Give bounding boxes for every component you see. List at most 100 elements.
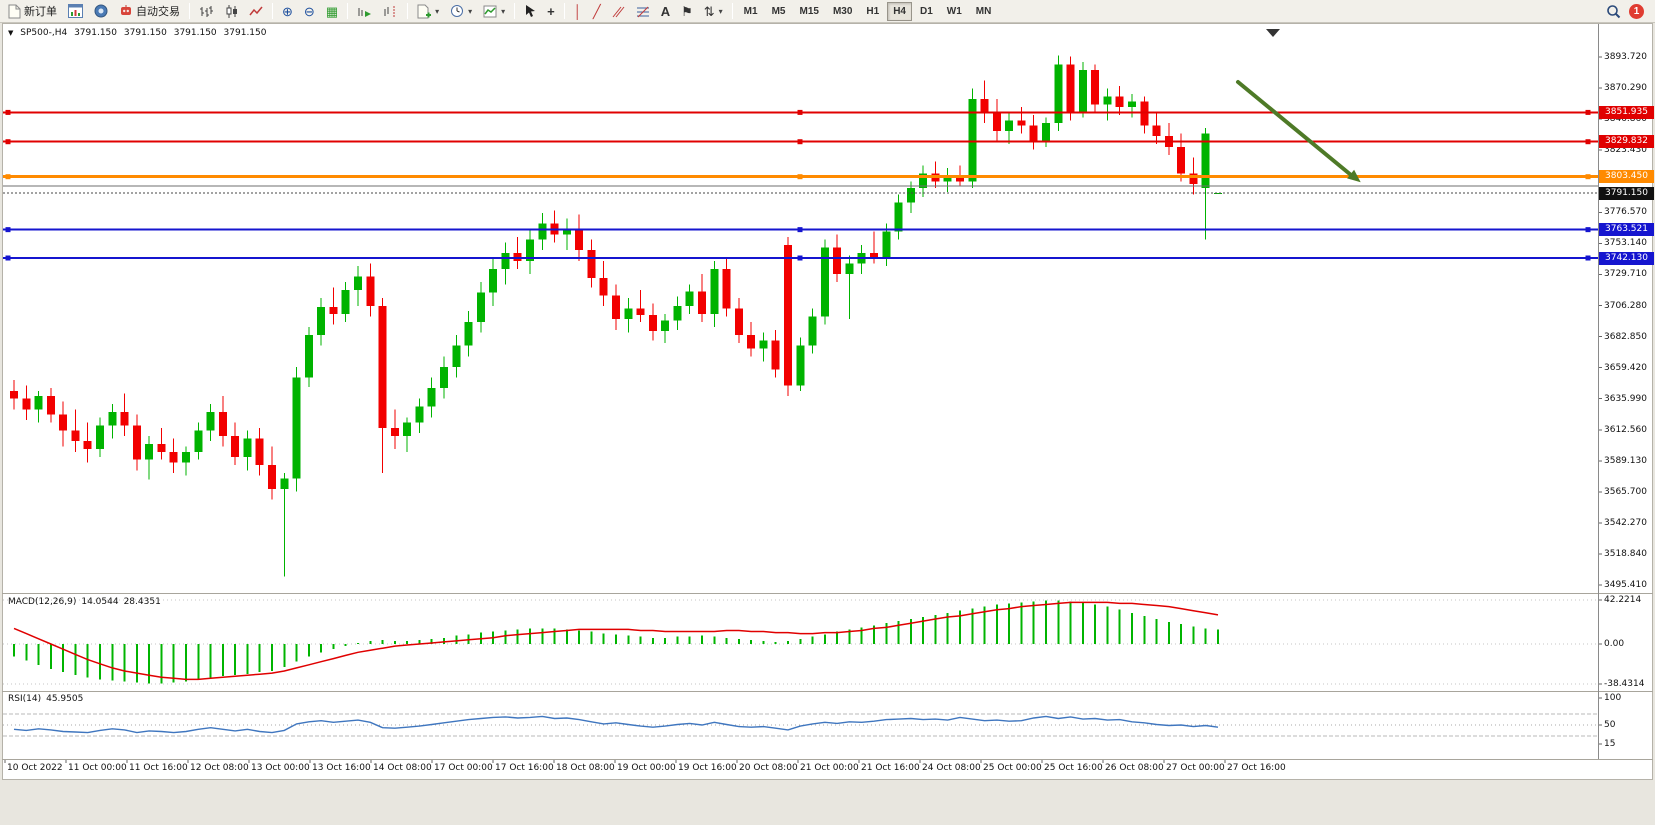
timeframe-D1-button[interactable]: D1 [914, 2, 939, 21]
time-axis-label: 26 Oct 08:00 [1105, 763, 1164, 773]
hline-price-tag: 3829.832 [1599, 135, 1654, 149]
fibonacci-button[interactable] [631, 1, 655, 22]
timeframe-M5-button[interactable]: M5 [766, 2, 792, 21]
search-icon [1607, 4, 1621, 18]
time-axis-label: 13 Oct 16:00 [312, 763, 371, 773]
timeframe-H4-button[interactable]: H4 [887, 2, 912, 21]
cursor-button[interactable] [519, 1, 541, 22]
price-axis-label: 3612.560 [1604, 424, 1647, 435]
timeframe-M1-button[interactable]: M1 [738, 2, 764, 21]
toolbar-separator [514, 3, 516, 19]
label-tool-icon: ⚑ [681, 3, 693, 19]
new-order-icon [8, 4, 21, 18]
time-axis-border [2, 759, 1653, 760]
macd-main-value: 14.0544 [81, 597, 119, 607]
dropdown-caret-icon: ▾ [501, 6, 506, 16]
crosshair-button[interactable]: + [542, 1, 560, 22]
rsi-value: 45.9505 [46, 694, 84, 704]
time-axis-label: 17 Oct 16:00 [495, 763, 554, 773]
auto-scroll-button[interactable] [352, 1, 377, 22]
macd-title: MACD(12,26,9) [8, 597, 77, 607]
new-chart-button[interactable]: ▾ [412, 1, 444, 22]
clock-icon [451, 5, 464, 17]
label-tool-button[interactable]: ⚑ [676, 1, 698, 22]
price-scale-divider[interactable] [1598, 24, 1599, 759]
macd-axis-label: 42.2214 [1604, 595, 1642, 606]
periods-dropdown-button[interactable]: ▾ [445, 1, 477, 22]
trendline-button[interactable]: ╱ [588, 1, 606, 22]
price-axis-label: 3776.570 [1604, 207, 1647, 218]
time-axis-label: 13 Oct 00:00 [251, 763, 310, 773]
price-axis-label: 3682.850 [1604, 331, 1647, 342]
search-button[interactable] [1601, 1, 1626, 22]
chart-area[interactable] [2, 23, 1653, 780]
timeframe-H1-button[interactable]: H1 [860, 2, 885, 21]
text-tool-button[interactable]: A [656, 1, 675, 22]
macd-axis-label: -38.4314 [1604, 678, 1645, 689]
fibonacci-icon [636, 6, 649, 17]
ohlc-high: 3791.150 [123, 28, 167, 38]
rsi-header: RSI(14) 45.9505 [8, 694, 88, 704]
time-axis-label: 10 Oct 2022 [7, 763, 63, 773]
chart-objects-toggle-icon[interactable]: ▼ [8, 29, 14, 37]
indicators-icon [483, 5, 497, 17]
new-order-button[interactable]: 新订单 [3, 1, 62, 22]
algo-trading-label: 自动交易 [136, 6, 180, 18]
zoom-in-button[interactable]: ⊕ [277, 1, 298, 22]
algo-trading-button[interactable]: 自动交易 [114, 1, 185, 22]
chart-shift-button[interactable] [378, 1, 403, 22]
vertical-line-icon: │ [573, 3, 582, 19]
price-axis-label: 3893.720 [1604, 52, 1647, 62]
auto-scroll-icon [358, 7, 372, 17]
timeframe-M15-button[interactable]: M15 [793, 2, 824, 21]
cursor-icon [526, 5, 536, 17]
chart-window-icon [68, 4, 83, 18]
ohlc-close: 3791.150 [223, 28, 267, 38]
timeframe-M30-button[interactable]: M30 [827, 2, 858, 21]
candlestick-mode-button[interactable] [220, 1, 243, 22]
open-chart-window-button[interactable] [63, 1, 88, 22]
zoom-out-button[interactable]: ⊖ [299, 1, 320, 22]
toolbar-separator [407, 3, 409, 19]
time-axis-label: 24 Oct 08:00 [922, 763, 981, 773]
price-axis-label: 3518.840 [1604, 549, 1647, 560]
price-axis-label: 3495.410 [1604, 580, 1647, 591]
indicators-button[interactable]: ▾ [478, 1, 510, 22]
hline-price-tag: 3763.521 [1599, 223, 1654, 237]
channel-icon [612, 6, 625, 17]
notifications-badge[interactable]: 1 [1629, 3, 1644, 19]
dropdown-caret-icon: ▾ [718, 6, 723, 16]
line-chart-mode-button[interactable] [244, 1, 268, 22]
time-axis-label: 25 Oct 00:00 [983, 763, 1042, 773]
price-axis-label: 3870.290 [1604, 83, 1647, 94]
hline-price-tag: 3803.450 [1599, 170, 1654, 184]
panel-splitter[interactable] [2, 593, 1653, 594]
timeframe-MN-button[interactable]: MN [970, 2, 998, 21]
symbol-label: SP500-,H4 [20, 28, 68, 38]
shapes-button[interactable]: ⇅ ▾ [699, 1, 728, 22]
shapes-icon: ⇅ [703, 3, 715, 19]
bar-chart-mode-button[interactable] [194, 1, 219, 22]
macd-axis-label: 0.00 [1604, 639, 1625, 649]
price-axis-label: 3635.990 [1604, 393, 1647, 404]
current-price-tag: 3791.150 [1599, 186, 1654, 200]
tile-windows-button[interactable]: ▦ [321, 1, 343, 22]
hline-price-tag: 3851.935 [1599, 105, 1654, 119]
macd-header: MACD(12,26,9) 14.0544 28.4351 [8, 597, 166, 607]
toolbar-separator [563, 3, 565, 19]
price-axis-label: 3706.280 [1604, 300, 1647, 311]
time-axis-label: 18 Oct 08:00 [556, 763, 615, 773]
toolbar-separator [189, 3, 190, 19]
time-axis-label: 27 Oct 16:00 [1227, 763, 1286, 773]
vertical-line-button[interactable]: │ [569, 1, 587, 22]
timeframe-group: M1 M5 M15 M30 H1 H4 D1 W1 MN [737, 1, 999, 21]
community-button[interactable] [89, 1, 113, 22]
timeframe-W1-button[interactable]: W1 [941, 2, 968, 21]
channel-button[interactable] [607, 1, 630, 22]
rsi-axis-label: 15 [1604, 738, 1616, 749]
tile-windows-icon: ▦ [325, 3, 339, 19]
panel-splitter[interactable] [2, 691, 1653, 692]
time-axis-label: 14 Oct 08:00 [373, 763, 432, 773]
rsi-title: RSI(14) [8, 694, 42, 704]
zoom-in-icon: ⊕ [282, 3, 293, 19]
